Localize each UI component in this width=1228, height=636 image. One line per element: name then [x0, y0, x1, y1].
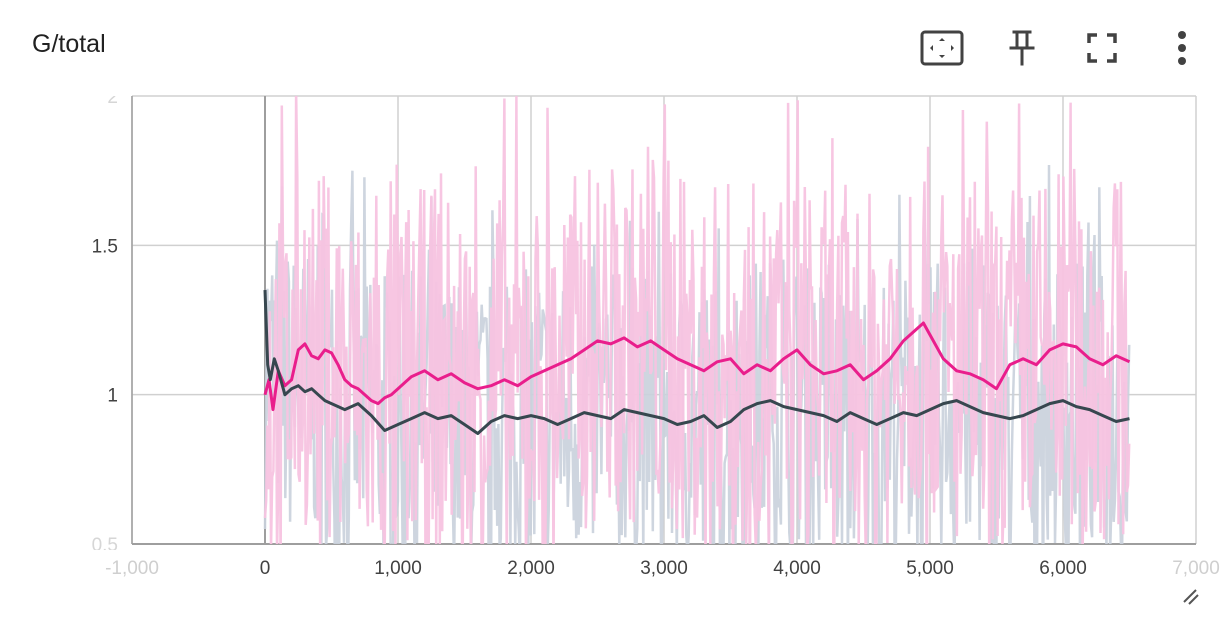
line-chart[interactable]: -1,000 0 1,000 2,000 3,000 4,000 5,000 6,000 7,0… [0, 90, 1228, 590]
x-tick-label: 4,000 [773, 558, 821, 579]
fullscreen-icon [1087, 33, 1117, 63]
pin-button[interactable] [998, 24, 1046, 72]
series-line [263, 321, 1131, 412]
y-tick-label: 1.5 [92, 236, 118, 257]
y-tick-label: 1 [107, 386, 118, 407]
resize-handle[interactable] [1176, 582, 1204, 610]
fullscreen-button[interactable] [1078, 24, 1126, 72]
fit-to-screen-icon [920, 30, 964, 66]
x-tick-label: 7,000 [1172, 558, 1220, 579]
x-tick-label: 6,000 [1039, 558, 1087, 579]
top-label-mask [0, 90, 130, 96]
x-tick-label: 1,000 [374, 558, 422, 579]
y-tick-label: 2 [107, 90, 118, 108]
x-tick-label: -1,000 [105, 558, 159, 579]
raw-series-line [263, 96, 1131, 544]
card-title: G/total [32, 30, 106, 58]
series-line [263, 290, 1130, 435]
more-vert-icon [1178, 31, 1186, 65]
bottom-label-mask [0, 550, 130, 560]
fit-domain-button[interactable] [918, 24, 966, 72]
x-tick-label: 2,000 [507, 558, 555, 579]
resize-icon [1183, 589, 1199, 605]
more-options-button[interactable] [1158, 24, 1206, 72]
x-tick-label: 5,000 [906, 558, 954, 579]
x-tick-label: 0 [260, 558, 271, 579]
pin-icon [1009, 30, 1035, 66]
x-tick-label: 3,000 [640, 558, 688, 579]
